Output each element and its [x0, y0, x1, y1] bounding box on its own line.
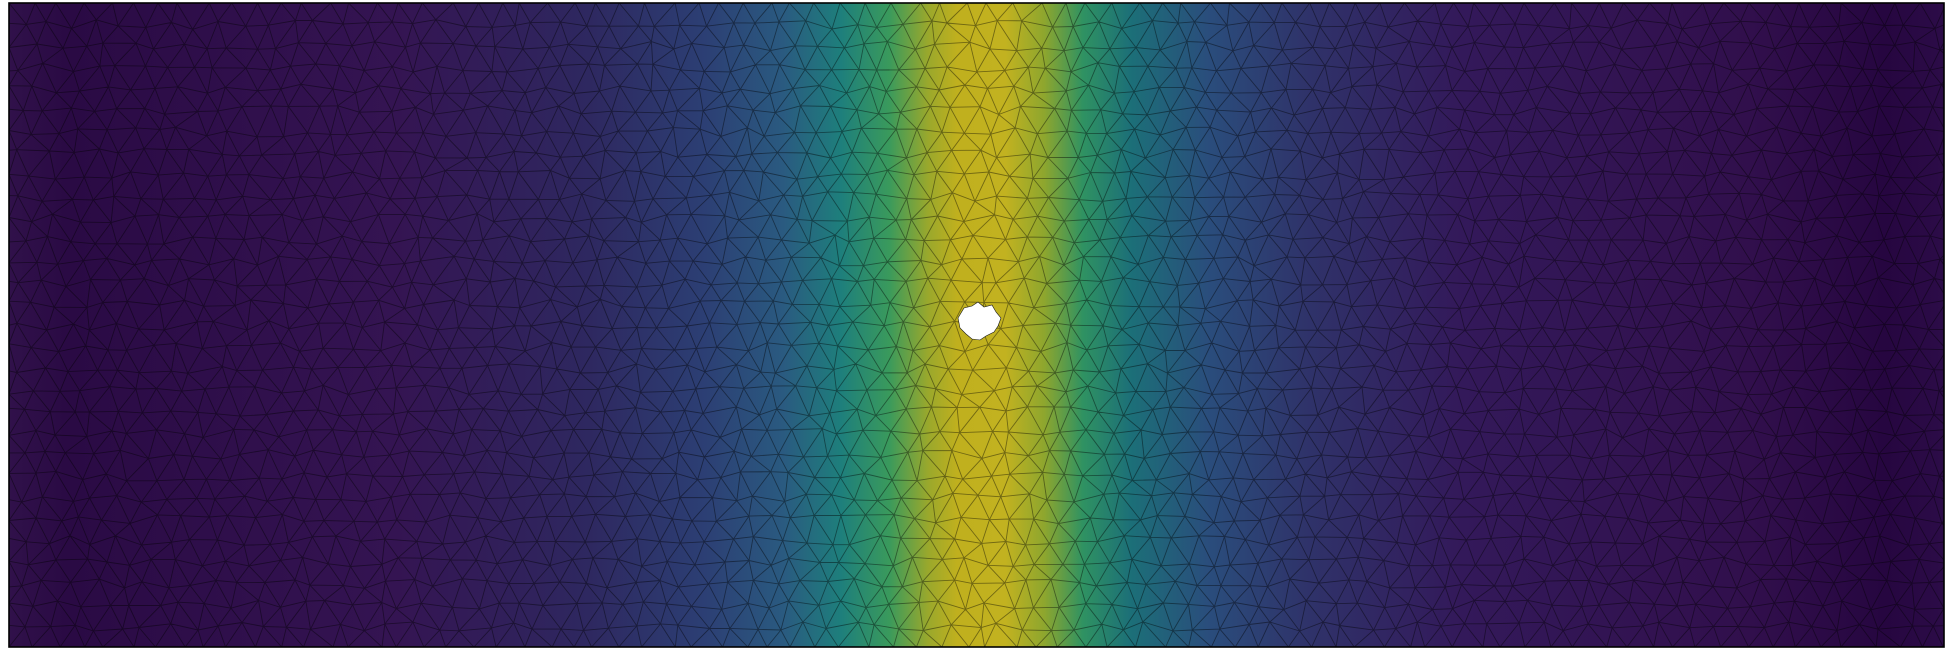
mesh-hole [957, 301, 1002, 341]
mesh-lines [9, 3, 1944, 647]
plot-frame [8, 2, 1945, 648]
mesh-edges [9, 3, 1944, 647]
